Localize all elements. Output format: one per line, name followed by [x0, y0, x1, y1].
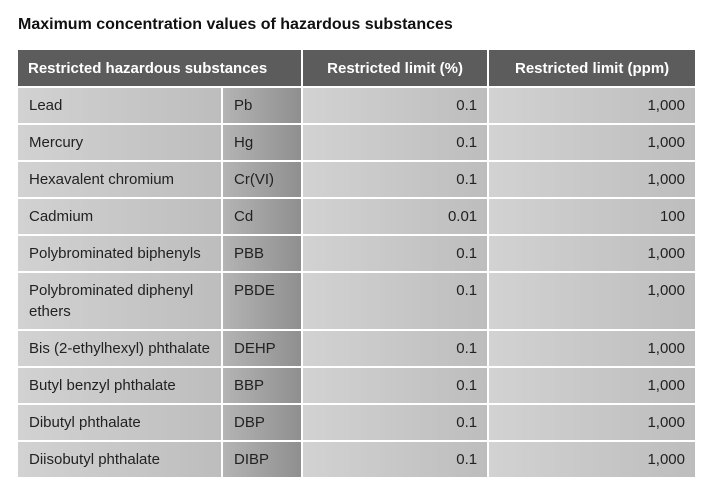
- table-cell: Hexavalent chromium: [18, 162, 221, 197]
- table-cell: 0.1: [303, 162, 488, 197]
- header-cell: Restricted hazardous substances: [18, 50, 301, 86]
- header-cell: Restricted limit (ppm): [489, 50, 695, 86]
- table-cell: 1,000: [489, 88, 695, 123]
- table-cell: PBB: [223, 236, 301, 271]
- table-row: Hexavalent chromium Cr(VI) 0.1 1,000: [18, 162, 695, 197]
- table-row: Diisobutyl phthalate DIBP 0.1 1,000: [18, 442, 695, 477]
- header-row: Restricted hazardous substances Restrict…: [18, 50, 695, 86]
- table-cell: Mercury: [18, 125, 221, 160]
- title: Maximum concentration values of hazardou…: [18, 16, 453, 33]
- table-cell: Bis (2-ethylhexyl) phthalate: [18, 331, 221, 366]
- table-cell: 1,000: [489, 125, 695, 160]
- table-cell: 100: [489, 199, 695, 234]
- table-cell: 0.1: [303, 88, 488, 123]
- table-cell: 0.01: [303, 199, 488, 234]
- table-cell: 1,000: [489, 368, 695, 403]
- table-cell: 1,000: [489, 405, 695, 440]
- table-cell: 1,000: [489, 236, 695, 271]
- table-cell: 0.1: [303, 236, 488, 271]
- table-cell: PBDE: [223, 273, 301, 329]
- table-cell: Polybrominated biphenyls: [18, 236, 221, 271]
- table-cell: 1,000: [489, 442, 695, 477]
- table-row: Dibutyl phthalate DBP 0.1 1,000: [18, 405, 695, 440]
- table-cell: Diisobutyl phthalate: [18, 442, 221, 477]
- table-row: Polybrominated diphenyl ethers PBDE 0.1 1,0…: [18, 273, 695, 329]
- table-body: Lead Pb 0.1 1,000 Mercury Hg 0.1 1,000 Hexavalen…: [18, 88, 695, 477]
- table-header: Restricted hazardous substances Restrict…: [18, 50, 695, 86]
- table-cell: Lead: [18, 88, 221, 123]
- table-cell: DEHP: [223, 331, 301, 366]
- table-cell: 0.1: [303, 331, 488, 366]
- table-cell: Cr(VI): [223, 162, 301, 197]
- table-cell: Hg: [223, 125, 301, 160]
- table-cell: 1,000: [489, 331, 695, 366]
- substances-table: Restricted hazardous substances Restrict…: [16, 48, 697, 479]
- table-cell: 0.1: [303, 368, 488, 403]
- table-cell: DIBP: [223, 442, 301, 477]
- table-row: Cadmium Cd 0.01 100: [18, 199, 695, 234]
- table-cell: Polybrominated diphenyl ethers: [18, 273, 221, 329]
- table-cell: 0.1: [303, 442, 488, 477]
- table-cell: Cd: [223, 199, 301, 234]
- table-row: Mercury Hg 0.1 1,000: [18, 125, 695, 160]
- table-row: Bis (2-ethylhexyl) phthalate DEHP 0.1 1,000: [18, 331, 695, 366]
- table-row: Butyl benzyl phthalate BBP 0.1 1,000: [18, 368, 695, 403]
- table-cell: Cadmium: [18, 199, 221, 234]
- table-row: Lead Pb 0.1 1,000: [18, 88, 695, 123]
- table-cell: 0.1: [303, 273, 488, 329]
- table-cell: DBP: [223, 405, 301, 440]
- table-cell: Butyl benzyl phthalate: [18, 368, 221, 403]
- header-cell: Restricted limit (%): [303, 50, 488, 86]
- table-cell: Pb: [223, 88, 301, 123]
- table-cell: 0.1: [303, 405, 488, 440]
- table-cell: 1,000: [489, 162, 695, 197]
- table-cell: Dibutyl phthalate: [18, 405, 221, 440]
- table-cell: BBP: [223, 368, 301, 403]
- table-row: Polybrominated biphenyls PBB 0.1 1,000: [18, 236, 695, 271]
- table-cell: 0.1: [303, 125, 488, 160]
- table-cell: 1,000: [489, 273, 695, 329]
